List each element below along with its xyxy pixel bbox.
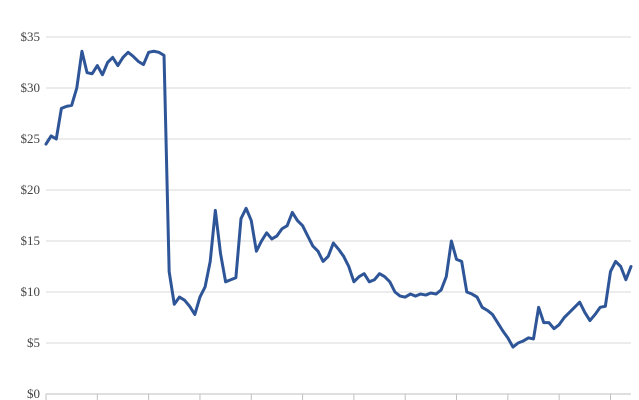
y-tick-label: $25: [21, 131, 41, 146]
y-tick-label: $10: [21, 284, 41, 299]
y-tick-label: $35: [21, 29, 41, 44]
series-layer: [44, 49, 633, 349]
gridlines: [46, 36, 631, 344]
y-tick-label: $5: [27, 335, 40, 350]
series-line-0: [44, 49, 633, 349]
y-tick-label: $20: [21, 182, 41, 197]
x-axis: [45, 393, 631, 400]
y-tick-label: $15: [21, 233, 41, 248]
y-axis-tick-labels: $0 $5 $10 $15 $20 $25 $30 $35: [21, 29, 41, 400]
y-tick-label: $0: [27, 386, 40, 400]
y-tick-label: $30: [21, 80, 41, 95]
